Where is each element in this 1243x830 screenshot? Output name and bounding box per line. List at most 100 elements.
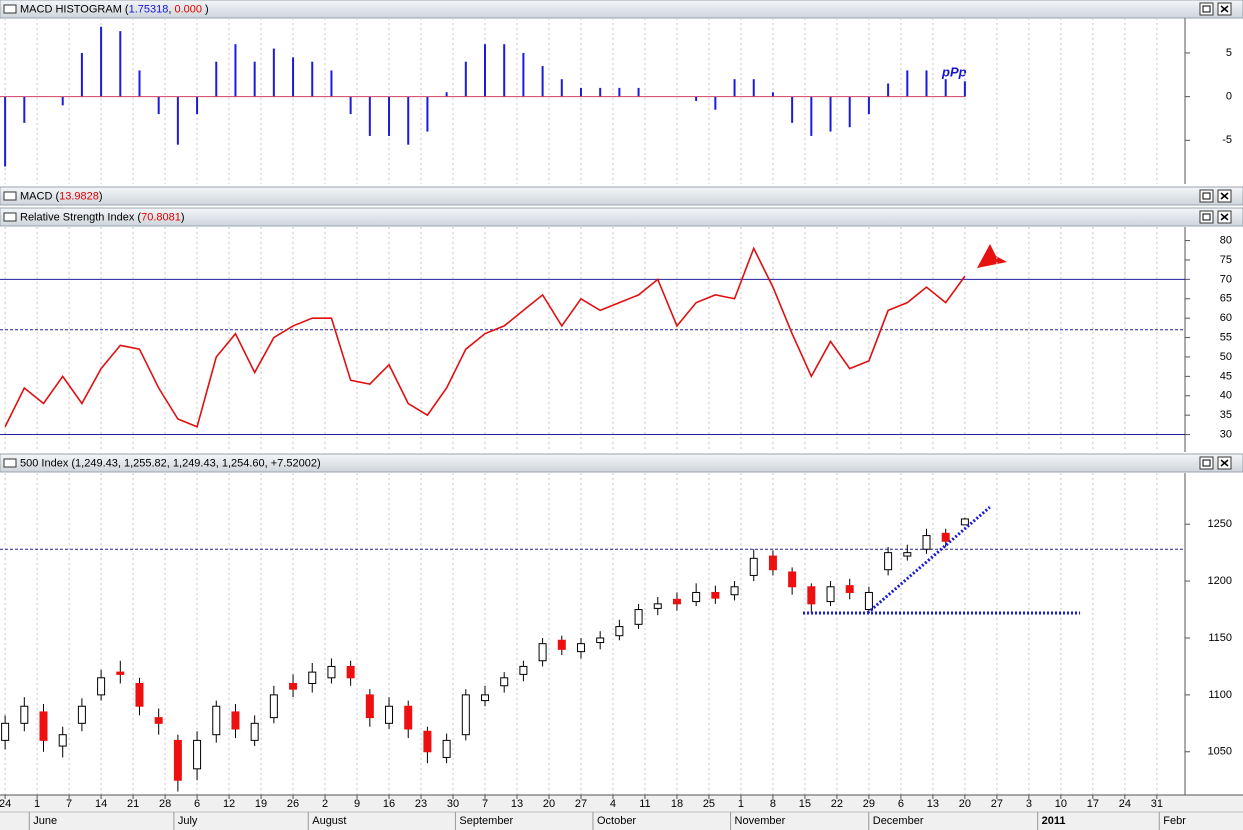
candle-body [519, 665, 528, 675]
button-glyph [1202, 5, 1211, 13]
panel-icon [3, 212, 17, 222]
candle-body [576, 643, 585, 653]
candle-body [960, 518, 969, 526]
panel-header [0, 186, 1243, 206]
x-tick-label: 27 [575, 798, 587, 810]
window-button[interactable] [1199, 189, 1214, 203]
x-tick-label: 20 [543, 798, 555, 810]
candle-body [653, 603, 662, 609]
candle-body [116, 671, 125, 675]
y-tick-label: 1150 [1208, 632, 1232, 644]
button-glyph [1220, 192, 1229, 200]
candle-body [212, 705, 221, 736]
candle-body [231, 711, 240, 730]
y-tick-label: 65 [1220, 293, 1232, 305]
x-tick-label: 8 [770, 798, 776, 810]
y-tick-label: 40 [1220, 390, 1232, 402]
x-tick-label: 13 [511, 798, 523, 810]
month-label: September [459, 815, 513, 827]
title-part: Relative Strength Index ( [20, 211, 141, 223]
x-tick-label: 31 [1151, 798, 1163, 810]
window-button[interactable] [1199, 456, 1214, 470]
x-tick-label: 17 [1087, 798, 1099, 810]
window-button[interactable] [1199, 2, 1214, 16]
candle-body [173, 739, 182, 781]
panel-title: Relative Strength Index (70.8081) [20, 211, 185, 223]
candle-body [864, 591, 873, 611]
x-tick-label: 27 [991, 798, 1003, 810]
rsi-line [4, 246, 966, 428]
y-tick-label: 5 [1226, 47, 1232, 59]
button-glyph [1220, 5, 1229, 13]
title-part: ) [99, 190, 103, 202]
title-part: , [168, 3, 174, 15]
candle-body [97, 677, 106, 696]
y-tick-label: 1200 [1208, 575, 1232, 587]
month-label: December [873, 815, 924, 827]
candle-body [634, 609, 643, 625]
candle-body [1, 722, 10, 741]
month-label: November [735, 815, 786, 827]
x-tick-label: 12 [223, 798, 235, 810]
x-tick-label: 29 [863, 798, 875, 810]
candle-body [749, 557, 758, 576]
title-part: 500 Index (1,249.43, 1,255.82, 1,249.43,… [20, 457, 321, 469]
y-tick-label: 70 [1220, 273, 1232, 285]
candle-body [711, 591, 720, 599]
candle-body [423, 730, 432, 753]
candle-body [346, 665, 355, 679]
arrow [977, 244, 1007, 268]
x-tick-label: 28 [159, 798, 171, 810]
button-glyph [1202, 213, 1211, 221]
title-part: 13.9828 [59, 190, 99, 202]
x-tick-label: 21 [127, 798, 139, 810]
month-label: October [597, 815, 636, 827]
candle-body [154, 717, 163, 724]
panel-title: 500 Index (1,249.43, 1,255.82, 1,249.43,… [20, 457, 321, 469]
x-tick-label: 7 [482, 798, 488, 810]
candle-body [538, 643, 547, 662]
title-part: MACD ( [20, 190, 59, 202]
title-part: 0.000 [174, 3, 202, 15]
candle-body [385, 705, 394, 724]
candle-body [269, 694, 278, 719]
title-part: ) [202, 3, 209, 15]
candle-body [922, 535, 931, 550]
candle-body [39, 711, 48, 741]
x-tick-label: 23 [415, 798, 427, 810]
x-tick-label: 30 [447, 798, 459, 810]
x-tick-label: 2 [322, 798, 328, 810]
x-tick-label: 19 [255, 798, 267, 810]
candle-body [327, 665, 336, 679]
x-tick-label: 11 [639, 798, 650, 810]
x-tick-label: 26 [287, 798, 299, 810]
candle-body [692, 591, 701, 603]
month-label: July [178, 815, 198, 827]
window-button[interactable] [1199, 210, 1214, 224]
panel-icon [3, 458, 17, 468]
y-tick-label: 60 [1220, 312, 1232, 324]
panel-header [0, 0, 1243, 19]
y-tick-label: 75 [1220, 254, 1232, 266]
x-tick-label: 1 [738, 798, 744, 810]
title-part: 1.75318 [129, 3, 169, 15]
y-tick-label: 30 [1220, 428, 1232, 440]
panel-header [0, 453, 1243, 473]
y-tick-label: 55 [1220, 331, 1232, 343]
x-tick-label: 10 [1055, 798, 1067, 810]
y-tick-label: 0 [1226, 91, 1232, 103]
x-tick-label: 15 [799, 798, 811, 810]
y-tick-label: 1250 [1208, 518, 1232, 530]
y-tick-label: 1050 [1208, 746, 1232, 758]
trend-line [866, 506, 991, 615]
candle-body [500, 677, 509, 687]
x-tick-label: 7 [66, 798, 72, 810]
candle-body [250, 722, 259, 741]
x-tick-label: 22 [831, 798, 843, 810]
candle-body [788, 571, 797, 588]
x-tick-label: 16 [383, 798, 395, 810]
candle-body [20, 705, 29, 724]
x-tick-label: 24 [1119, 798, 1131, 810]
button-glyph [1202, 192, 1211, 200]
button-glyph [1202, 459, 1211, 467]
